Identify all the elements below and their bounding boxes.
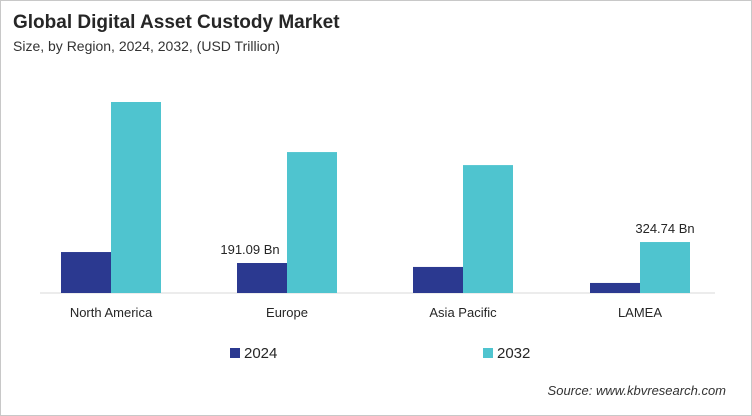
bar-2024-asia-pacific — [413, 266, 463, 293]
category-label: LAMEA — [618, 305, 662, 320]
bar-2032-europe — [287, 152, 337, 293]
legend-swatch-2024 — [230, 348, 240, 358]
data-label: 324.74 Bn — [635, 221, 694, 236]
legend-label: 2032 — [497, 345, 530, 362]
chart-title: Global Digital Asset Custody Market — [13, 12, 340, 33]
bar-2024-lamea — [590, 282, 640, 293]
chart-subtitle: Size, by Region, 2024, 2032, (USD Trilli… — [13, 38, 280, 54]
bar-2032-lamea — [640, 242, 690, 293]
category-label: Asia Pacific — [429, 305, 497, 320]
source-note: Source: www.kbvresearch.com — [547, 383, 726, 398]
legend-label: 2024 — [244, 345, 277, 362]
category-label: Europe — [266, 305, 308, 320]
category-label: North America — [70, 305, 153, 320]
bar-2032-north-america — [111, 102, 161, 293]
data-label: 191.09 Bn — [220, 242, 279, 257]
legend-swatch-2032 — [483, 348, 493, 358]
bar-2024-europe — [237, 263, 287, 293]
bar-2032-asia-pacific — [463, 165, 513, 293]
bar-2024-north-america — [61, 252, 111, 293]
